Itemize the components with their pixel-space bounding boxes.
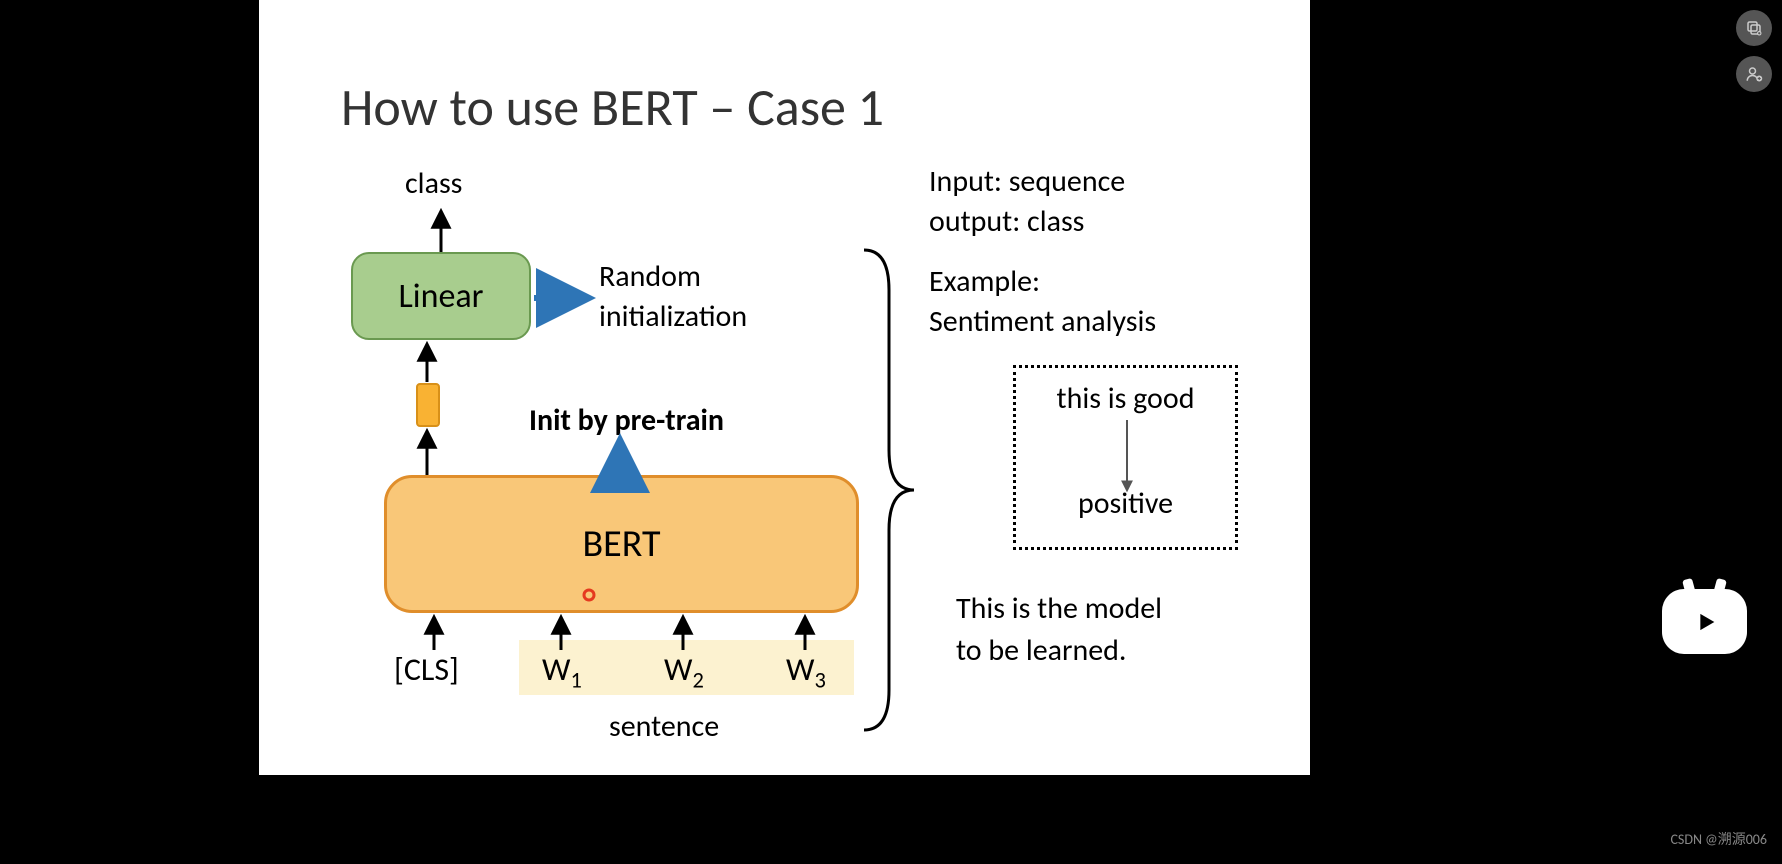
w3-token: W3 <box>786 650 826 694</box>
watermark: CSDN @溯源006 <box>1670 829 1767 849</box>
random-init-l1: Random <box>599 258 701 295</box>
cls-output-token <box>416 383 440 427</box>
linear-box: Linear <box>351 252 531 340</box>
bert-box: BERT <box>384 475 859 613</box>
model-l1: This is the model <box>956 590 1162 627</box>
output-line: output: class <box>929 203 1084 240</box>
w1-token: W1 <box>542 650 582 694</box>
slide-canvas: How to use BERT – Case 1 class Linear Ra… <box>259 0 1310 775</box>
sentence-label: sentence <box>609 708 719 745</box>
slide-title: How to use BERT – Case 1 <box>341 75 884 139</box>
video-side-controls <box>1736 10 1772 92</box>
follow-icon[interactable] <box>1736 56 1772 92</box>
example-task: Sentiment analysis <box>929 303 1156 340</box>
class-label: class <box>405 165 462 202</box>
example-label: Example: <box>929 263 1040 300</box>
linear-label: Linear <box>398 276 483 317</box>
example-output: positive <box>1016 417 1235 522</box>
bert-label: BERT <box>582 521 660 567</box>
cls-token: [CLS] <box>394 650 459 689</box>
example-box: this is good positive <box>1013 365 1238 550</box>
example-input: this is good <box>1016 368 1235 417</box>
bilibili-play-icon[interactable] <box>1662 589 1747 654</box>
init-pretrain-label: Init by pre-train <box>529 402 724 439</box>
input-line: Input: sequence <box>929 163 1125 200</box>
random-init-l2: initialization <box>599 298 747 335</box>
model-l2: to be learned. <box>956 632 1127 669</box>
copy-icon[interactable] <box>1736 10 1772 46</box>
w2-token: W2 <box>664 650 704 694</box>
